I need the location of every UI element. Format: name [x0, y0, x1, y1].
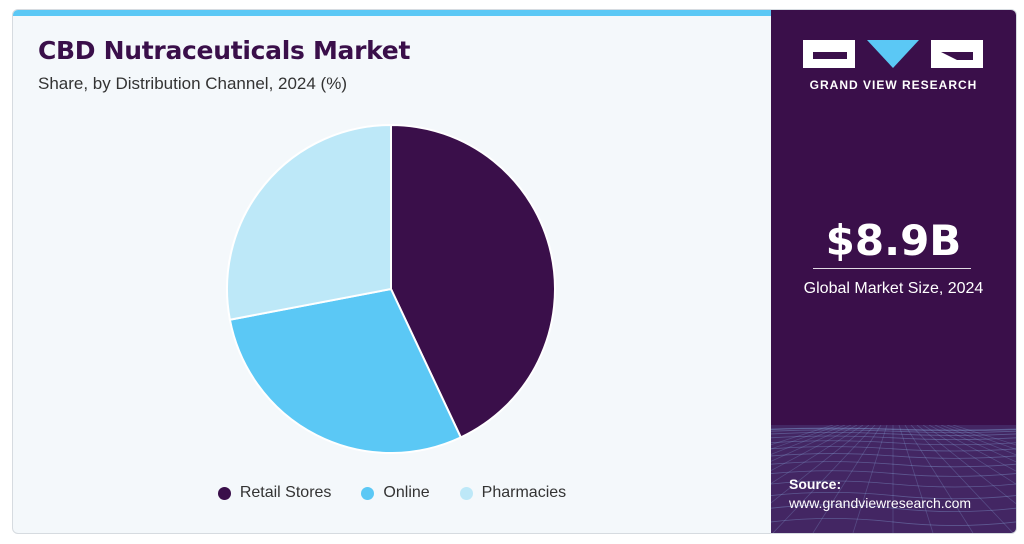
legend-swatch [217, 486, 231, 500]
legend-label: Online [383, 484, 430, 501]
chart-panel: CBD Nutraceuticals Market Share, by Dist… [13, 10, 771, 533]
chart-title: CBD Nutraceuticals Market [38, 36, 411, 65]
market-size-caption: Global Market Size, 2024 [803, 280, 984, 297]
legend-item-online: Online [361, 484, 430, 502]
info-sidebar: GRAND VIEW RESEARCH $8.9B Global Market … [771, 10, 1016, 533]
chart-subtitle: Share, by Distribution Channel, 2024 (%) [38, 74, 347, 93]
wave-pattern [771, 425, 1016, 533]
source-label: Source: [789, 476, 842, 492]
legend-swatch [459, 486, 473, 500]
brand-name: GRAND VIEW RESEARCH [809, 78, 978, 92]
legend-swatch [361, 486, 375, 500]
chart-card: CBD Nutraceuticals Market Share, by Dist… [12, 9, 1017, 534]
legend-label: Pharmacies [481, 484, 567, 501]
chart-legend: Retail Stores Online Pharmacies [13, 484, 771, 502]
pie-slice-online [228, 287, 463, 454]
market-size-value: $8.9B [825, 216, 962, 265]
pie-chart [226, 123, 556, 454]
gvr-logo [803, 40, 983, 68]
pie-slice-pharmacies [226, 123, 392, 321]
accent-bar [13, 10, 771, 16]
source-link[interactable]: www.grandviewresearch.com [789, 495, 972, 511]
legend-item-retail-stores: Retail Stores [217, 484, 332, 502]
legend-item-pharmacies: Pharmacies [459, 484, 567, 502]
divider [813, 268, 971, 269]
pie-slice-retail-stores [390, 123, 556, 439]
legend-label: Retail Stores [239, 484, 332, 501]
